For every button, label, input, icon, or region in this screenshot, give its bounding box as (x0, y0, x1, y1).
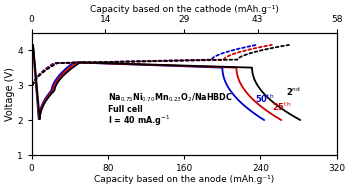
X-axis label: Capacity based on the cathode (mAh.g⁻¹): Capacity based on the cathode (mAh.g⁻¹) (90, 5, 279, 14)
Text: 50$^{\rm th}$: 50$^{\rm th}$ (255, 92, 274, 105)
Text: 25$^{\rm th}$: 25$^{\rm th}$ (272, 101, 291, 113)
Text: Full cell: Full cell (108, 105, 143, 114)
Text: I = 40 mA.g$^{-1}$: I = 40 mA.g$^{-1}$ (108, 114, 170, 128)
Text: Na$_{0.75}$Ni$_{0.70}$Mn$_{0.23}$O$_2$/NaHBDC: Na$_{0.75}$Ni$_{0.70}$Mn$_{0.23}$O$_2$/N… (108, 91, 233, 104)
Y-axis label: Voltage (V): Voltage (V) (5, 67, 15, 121)
Text: 2$^{\rm nd}$: 2$^{\rm nd}$ (286, 86, 301, 98)
X-axis label: Capacity based on the anode (mAh.g⁻¹): Capacity based on the anode (mAh.g⁻¹) (94, 175, 274, 184)
